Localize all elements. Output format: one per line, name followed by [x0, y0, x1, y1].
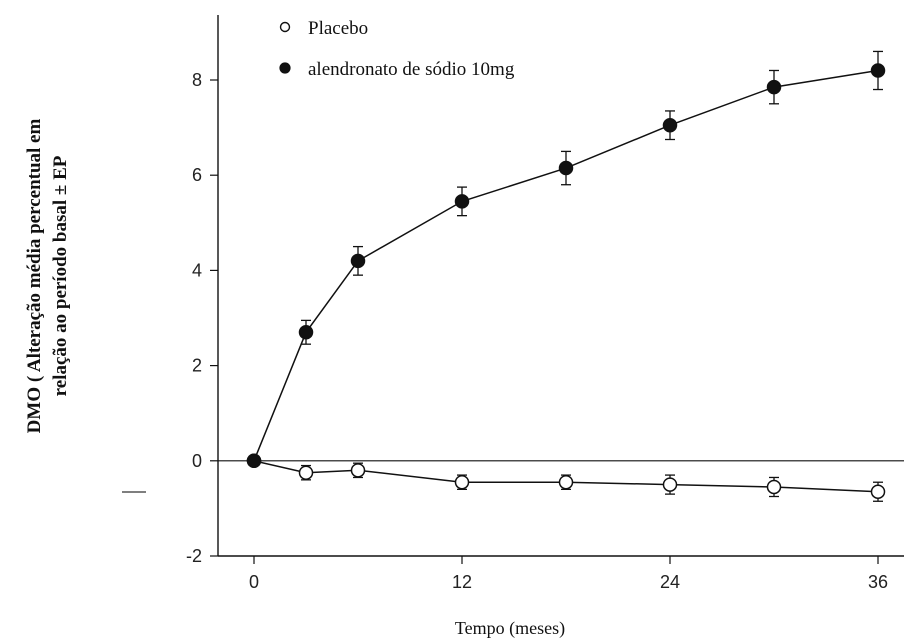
x-tick-label: 36 [868, 572, 888, 592]
data-point-alendronate [454, 194, 470, 209]
data-point-alendronate [558, 160, 574, 176]
y-tick-label: -2 [186, 546, 202, 566]
series-line-alendronate [253, 69, 879, 462]
y-tick-label: 2 [192, 356, 202, 376]
data-point-placebo [350, 463, 366, 478]
data-point-placebo [870, 484, 886, 499]
y-axis-label-line-1: DMO ( Alteração média percentual em [24, 119, 45, 434]
x-axis-label: Tempo (meses) [455, 618, 565, 639]
legend-marker-alendronate [279, 62, 291, 74]
data-point-placebo [454, 474, 470, 490]
data-point-alendronate [350, 253, 366, 269]
y-tick-label: 8 [192, 70, 202, 90]
data-point-placebo [766, 479, 782, 495]
data-point-alendronate [662, 117, 678, 133]
x-tick-label: 24 [660, 572, 680, 592]
x-tick-label: 0 [249, 572, 259, 592]
data-point-alendronate [766, 79, 782, 95]
legend-label-placebo: Placebo [308, 18, 368, 39]
y-tick-label: 6 [192, 165, 202, 185]
y-tick-label: 0 [192, 451, 202, 471]
legend-marker-placebo [279, 21, 291, 33]
x-tick-label: 12 [452, 572, 472, 592]
data-point-alendronate [246, 453, 262, 469]
legend: Placebo alendronato de sódio 10mg [279, 18, 515, 80]
y-tick-label: 4 [192, 260, 202, 280]
data-point-placebo [558, 474, 574, 490]
legend-label-alendronate: alendronato de sódio 10mg [308, 59, 515, 80]
data-point-alendronate [870, 63, 886, 78]
y-axis-label-line-2: relação ao período basal ± EP [50, 155, 71, 396]
data-point-alendronate [298, 325, 314, 340]
series-line-placebo [253, 460, 879, 493]
y-axis-label: DMO ( Alteração média percentual em rela… [24, 119, 71, 434]
data-point-placebo [298, 465, 314, 480]
data-point-placebo [662, 477, 678, 492]
